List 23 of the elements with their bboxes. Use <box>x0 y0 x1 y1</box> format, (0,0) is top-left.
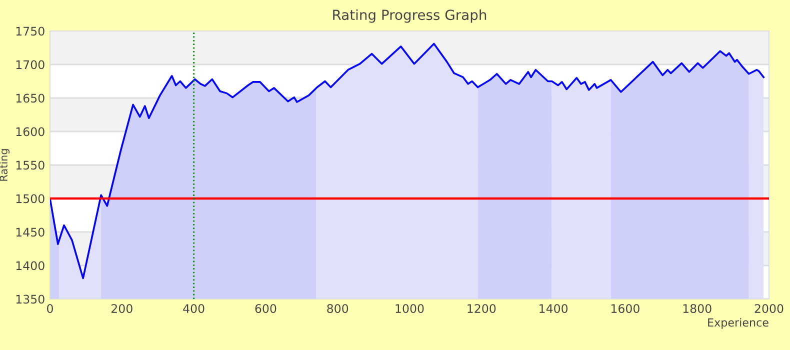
x-tick-label: 1200 <box>468 304 496 313</box>
x-tick-label: 200 <box>112 304 132 313</box>
x-tick-label: 1600 <box>611 304 640 313</box>
x-tick-label: 0 <box>47 304 53 313</box>
x-tick-label: 2000 <box>754 304 784 313</box>
y-tick-label: 1400 <box>16 261 44 270</box>
y-tick-label: 1550 <box>16 160 44 170</box>
y-tick-label: 1500 <box>16 194 44 204</box>
y-tick-label: 1350 <box>16 294 44 304</box>
line-series <box>50 42 765 280</box>
x-tick-label: 400 <box>183 304 204 313</box>
x-tick-label: 1400 <box>540 304 568 313</box>
y-tick-label: 1650 <box>16 94 44 103</box>
chart-title: Rating Progress Graph <box>333 9 486 23</box>
x-axis-title: Experience <box>708 318 768 329</box>
x-tick-label: 1800 <box>683 304 712 313</box>
y-tick-label: 1750 <box>16 26 44 36</box>
y-tick-label: 1700 <box>16 60 44 70</box>
x-tick-label: 800 <box>327 304 348 313</box>
y-tick-label: 1600 <box>16 127 44 136</box>
x-tick-label: 600 <box>255 304 276 313</box>
y-tick-label: 1450 <box>16 228 44 237</box>
x-tick-label: 1000 <box>396 304 424 313</box>
